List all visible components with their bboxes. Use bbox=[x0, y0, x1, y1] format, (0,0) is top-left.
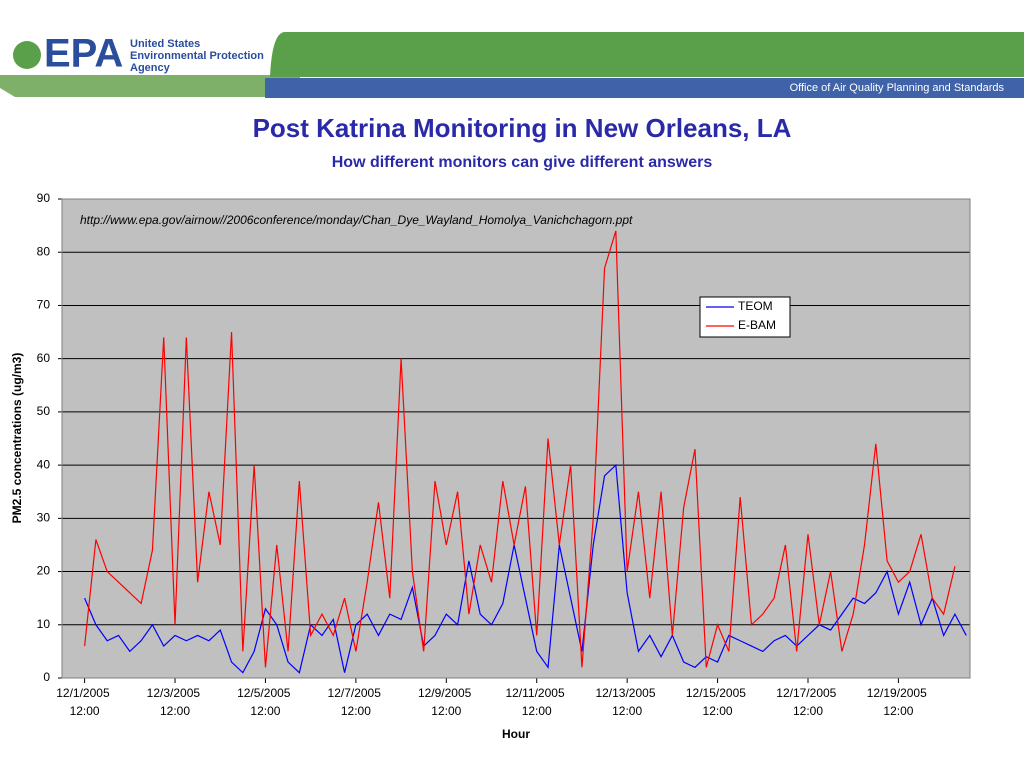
legend-label: E-BAM bbox=[738, 318, 776, 332]
y-tick-label: 70 bbox=[37, 298, 51, 312]
x-tick-label: 12/15/2005 12:00 bbox=[686, 686, 749, 718]
logo-mark bbox=[13, 41, 41, 69]
agency-line: Environmental Protection bbox=[130, 50, 264, 62]
x-axis-label: Hour bbox=[502, 727, 530, 741]
agency-line: United States bbox=[130, 38, 200, 50]
y-tick-label: 20 bbox=[37, 564, 51, 578]
y-tick-label: 40 bbox=[37, 457, 51, 471]
office: Office of Air Quality Planning and Stand… bbox=[790, 82, 1005, 94]
series-line bbox=[84, 230, 956, 668]
chart-title: Post Katrina Monitoring in New Orleans, … bbox=[253, 113, 792, 143]
y-tick-label: 0 bbox=[43, 670, 50, 684]
logo: EPA bbox=[44, 32, 123, 76]
x-tick-label: 12/7/2005 12:00 bbox=[328, 686, 385, 718]
y-tick-label: 60 bbox=[37, 351, 51, 365]
y-tick-label: 10 bbox=[37, 617, 51, 631]
y-tick-label: 90 bbox=[37, 191, 51, 205]
x-tick-label: 12/13/2005 12:00 bbox=[595, 686, 658, 718]
y-tick-label: 50 bbox=[37, 404, 51, 418]
x-tick-label: 12/1/2005 12:00 bbox=[56, 686, 113, 718]
plot-area bbox=[62, 199, 970, 678]
y-axis-label: PM2.5 concentrations (ug/m3) bbox=[10, 353, 24, 524]
x-tick-label: 12/9/2005 12:00 bbox=[418, 686, 475, 718]
x-tick-label: 12/11/2005 12:00 bbox=[505, 686, 568, 718]
agency-line: Agency bbox=[130, 62, 171, 74]
chart-subtitle: How different monitors can give differen… bbox=[332, 154, 713, 171]
x-tick-label: 12/19/2005 12:00 bbox=[867, 686, 930, 718]
x-tick-label: 12/17/2005 12:00 bbox=[776, 686, 839, 718]
legend-box bbox=[699, 296, 791, 338]
annotation: http://www.epa.gov/airnow//2006conferenc… bbox=[80, 213, 633, 227]
x-tick-label: 12/5/2005 12:00 bbox=[237, 686, 294, 718]
y-tick-label: 80 bbox=[37, 244, 51, 258]
legend-label: TEOM bbox=[738, 299, 773, 313]
header-green-bar bbox=[270, 32, 1024, 77]
x-tick-label: 12/3/2005 12:00 bbox=[147, 686, 204, 718]
header-green-strip bbox=[0, 75, 300, 97]
y-tick-label: 30 bbox=[37, 511, 51, 525]
header-blue-bar bbox=[265, 78, 1024, 98]
plot-border bbox=[61, 198, 971, 679]
